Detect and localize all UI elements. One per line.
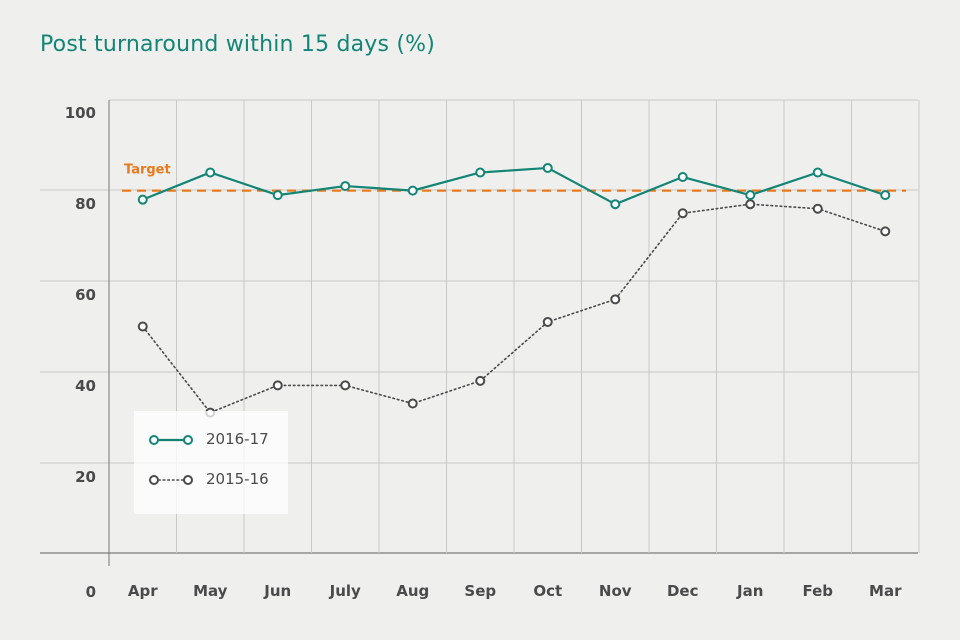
legend-swatch-marker bbox=[183, 475, 193, 485]
legend-label: 2015-16 bbox=[206, 470, 269, 488]
data-point-2015-16 bbox=[812, 203, 823, 214]
data-point-2016-17 bbox=[610, 199, 621, 210]
x-tick-label: Aug bbox=[396, 582, 429, 600]
data-point-2016-17 bbox=[475, 167, 486, 178]
data-point-2016-17 bbox=[880, 190, 891, 201]
legend-swatch-marker bbox=[183, 435, 193, 445]
data-point-2015-16 bbox=[542, 316, 553, 327]
data-point-2016-17 bbox=[677, 172, 688, 183]
data-point-2015-16 bbox=[340, 380, 351, 391]
data-point-2015-16 bbox=[880, 226, 891, 237]
x-tick-label: Jun bbox=[263, 582, 291, 600]
target-line-group: Target bbox=[122, 163, 906, 192]
y-tick-label: 0 bbox=[86, 583, 96, 601]
x-tick-label: Nov bbox=[599, 582, 632, 600]
legend-label: 2016-17 bbox=[206, 430, 269, 448]
x-tick-label: Sep bbox=[464, 582, 496, 600]
x-tick-label: July bbox=[329, 582, 361, 600]
data-point-2015-16 bbox=[610, 294, 621, 305]
data-point-2015-16 bbox=[475, 375, 486, 386]
legend-box bbox=[134, 411, 288, 514]
x-axis-ticks: Apr May Jun July Aug Sep Oct Nov Dec Jan Feb Mar bbox=[128, 582, 902, 600]
data-point-2015-16 bbox=[677, 208, 688, 219]
x-tick-label: Jan bbox=[736, 582, 763, 600]
data-point-2016-17 bbox=[340, 181, 351, 192]
data-point-2015-16 bbox=[137, 321, 148, 332]
data-point-2015-16 bbox=[272, 380, 283, 391]
y-axis-ticks: 100 80 60 40 20 0 bbox=[65, 104, 96, 601]
y-tick-label: 20 bbox=[75, 468, 96, 486]
y-tick-label: 80 bbox=[75, 195, 96, 213]
data-point-2016-17 bbox=[205, 167, 216, 178]
x-tick-label: May bbox=[193, 582, 228, 600]
y-tick-label: 100 bbox=[65, 104, 96, 122]
x-tick-label: Oct bbox=[533, 582, 562, 600]
data-point-2015-16 bbox=[407, 398, 418, 409]
x-tick-label: Mar bbox=[869, 582, 902, 600]
chart-grid bbox=[40, 99, 920, 566]
legend: 2016-17 2015-16 bbox=[134, 411, 288, 514]
data-point-2016-17 bbox=[745, 190, 756, 201]
series-group bbox=[137, 162, 891, 418]
data-point-2016-17 bbox=[272, 190, 283, 201]
y-tick-label: 60 bbox=[75, 286, 96, 304]
data-point-2016-17 bbox=[407, 185, 418, 196]
data-point-2015-16 bbox=[745, 199, 756, 210]
data-point-2016-17 bbox=[812, 167, 823, 178]
y-tick-label: 40 bbox=[75, 377, 96, 395]
chart-title: Post turnaround within 15 days (%) bbox=[40, 32, 436, 57]
x-tick-label: Dec bbox=[667, 582, 699, 600]
x-tick-label: Feb bbox=[802, 582, 833, 600]
legend-swatch-marker bbox=[149, 475, 159, 485]
legend-swatch-marker bbox=[149, 435, 159, 445]
target-label: Target bbox=[124, 163, 171, 178]
data-point-2016-17 bbox=[137, 194, 148, 205]
x-tick-label: Apr bbox=[128, 582, 158, 600]
series-line-2016-17 bbox=[142, 166, 886, 206]
data-point-2016-17 bbox=[542, 162, 553, 173]
series-line-2015-16 bbox=[141, 203, 887, 414]
